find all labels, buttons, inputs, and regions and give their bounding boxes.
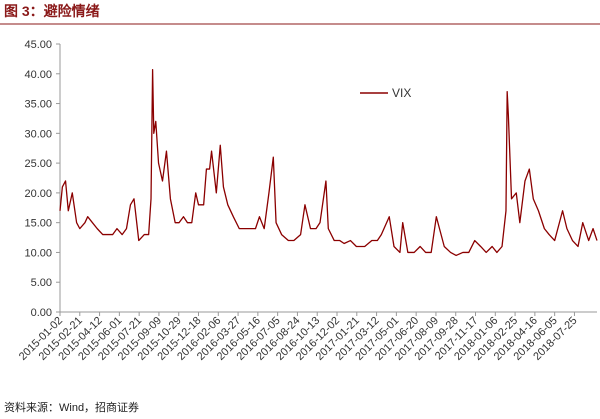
- legend-label: VIX: [392, 86, 411, 100]
- y-tick-label: 5.00: [31, 277, 52, 289]
- source-note: 资料来源：Wind，招商证券: [4, 400, 139, 414]
- y-tick-label: 45.00: [24, 39, 52, 51]
- y-tick-label: 10.00: [24, 247, 52, 259]
- y-tick-label: 35.00: [24, 99, 52, 111]
- chart-title: 图 3：避险情绪: [4, 3, 100, 19]
- y-tick-label: 30.00: [24, 128, 52, 140]
- y-tick-label: 15.00: [24, 218, 52, 230]
- data-line: [59, 68, 598, 257]
- y-tick-label: 40.00: [24, 69, 52, 81]
- y-tick-label: 20.00: [24, 188, 52, 200]
- y-tick-label: 25.00: [24, 158, 52, 170]
- y-tick-label: 0.00: [31, 307, 52, 319]
